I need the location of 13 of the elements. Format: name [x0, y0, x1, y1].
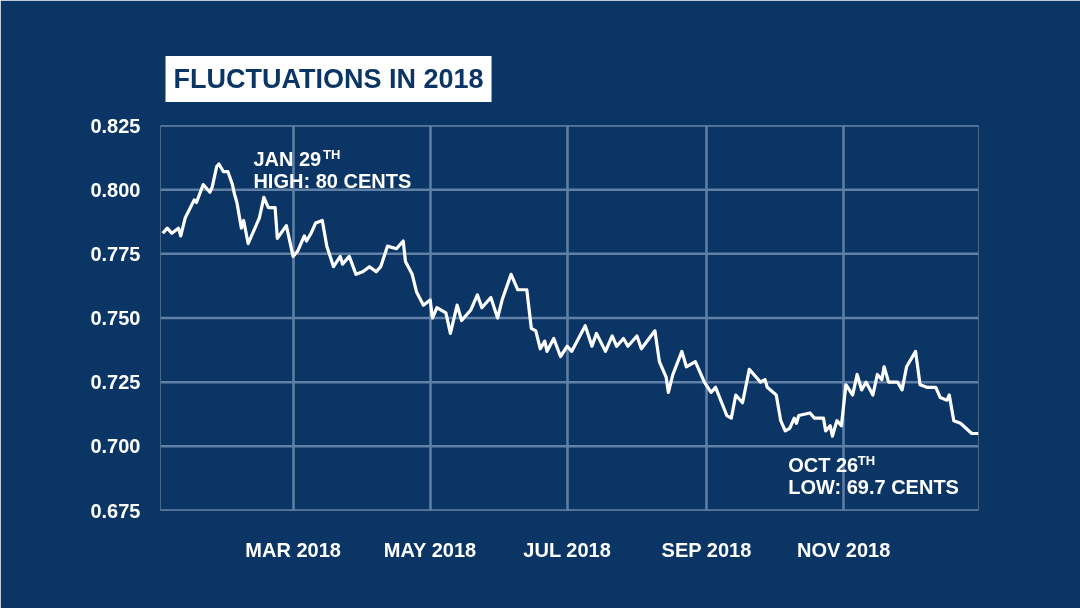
- y-tick-label: 0.700: [90, 435, 141, 458]
- y-tick-label: 0.675: [90, 499, 141, 522]
- x-tick-label: MAY 2018: [383, 538, 477, 561]
- y-tick-label: 0.750: [90, 307, 141, 329]
- y-tick-label: 0.775: [90, 242, 141, 265]
- y-tick-label: 0.725: [90, 371, 141, 394]
- chart-title: FLUCTUATIONS IN 2018: [173, 64, 484, 94]
- y-tick-label: 0.800: [90, 178, 141, 201]
- x-tick-label: JUL 2018: [523, 538, 611, 561]
- y-tick-label: 0.825: [90, 114, 141, 137]
- x-tick-label: NOV 2018: [796, 538, 891, 561]
- x-tick-label: SEP 2018: [661, 538, 752, 561]
- x-tick-label: MAR 2018: [245, 538, 341, 561]
